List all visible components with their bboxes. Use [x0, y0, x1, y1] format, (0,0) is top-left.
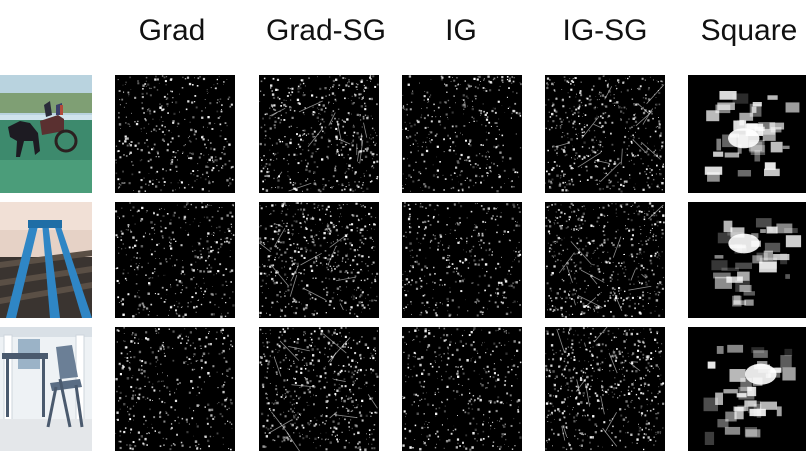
column-header-grad: Grad: [138, 14, 206, 47]
saliency-map-grad-row2: [115, 202, 235, 318]
saliency-map-grad-sg-row3: [259, 327, 379, 451]
saliency-map-grad-row1: [115, 75, 235, 193]
saliency-map-square-row2: [688, 202, 806, 318]
saliency-map-grad-row3: [115, 327, 235, 451]
folding-chair-photo: [0, 327, 92, 451]
saliency-map-ig-sg-row3: [545, 327, 665, 451]
saliency-map-grad-sg-row1: [259, 75, 379, 193]
horse-cart-photo: [0, 75, 92, 193]
saliency-map-square-row3: [688, 327, 806, 451]
saliency-map-ig-row3: [402, 327, 522, 451]
blue-rails-photo: [0, 202, 92, 318]
saliency-map-ig-row1: [402, 75, 522, 193]
saliency-map-ig-row2: [402, 202, 522, 318]
column-header-grad-sg: Grad-SG: [265, 14, 387, 47]
saliency-map-grad-sg-row2: [259, 202, 379, 318]
column-header-ig-sg: IG-SG: [562, 14, 648, 47]
saliency-map-ig-sg-row1: [545, 75, 665, 193]
column-header-ig: IG: [445, 14, 477, 47]
saliency-map-ig-sg-row2: [545, 202, 665, 318]
saliency-map-square-row1: [688, 75, 806, 193]
column-header-square: Square: [700, 14, 798, 47]
